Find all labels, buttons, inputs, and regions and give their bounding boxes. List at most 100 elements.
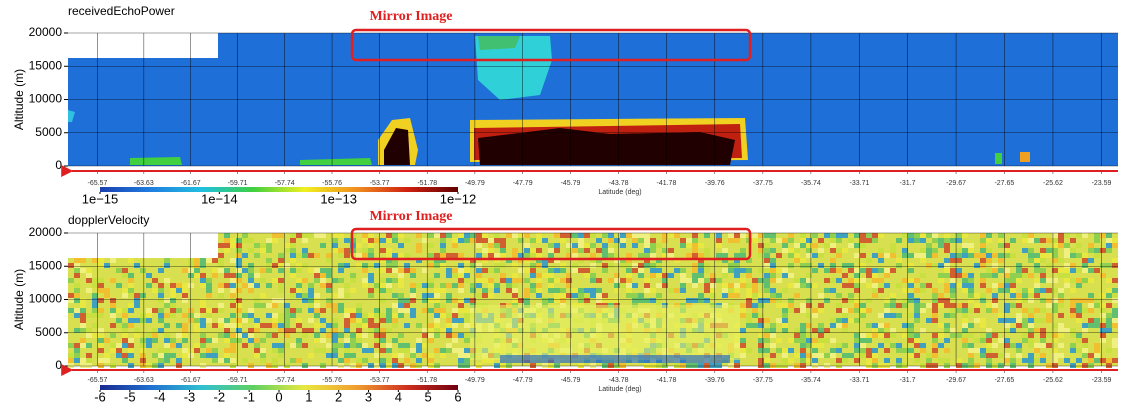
velocity-cell	[194, 343, 200, 348]
velocity-cell	[1028, 308, 1034, 313]
velocity-cell	[866, 233, 872, 238]
velocity-cell	[530, 363, 536, 368]
velocity-cell	[974, 303, 980, 308]
velocity-cell	[278, 263, 284, 268]
velocity-cell	[260, 243, 266, 248]
velocity-cell	[122, 323, 128, 328]
velocity-cell	[818, 353, 824, 358]
velocity-cell	[680, 243, 686, 248]
velocity-cell	[170, 313, 176, 318]
velocity-cell	[620, 243, 626, 248]
velocity-cell	[392, 358, 398, 363]
velocity-cell	[830, 238, 836, 243]
velocity-cell	[488, 253, 494, 258]
velocity-cell	[764, 258, 770, 263]
velocity-cell	[1028, 258, 1034, 263]
annotation: Mirror Image	[369, 209, 452, 224]
velocity-cell	[908, 298, 914, 303]
velocity-cell	[842, 328, 848, 333]
velocity-cell	[452, 238, 458, 243]
velocity-cell	[812, 348, 818, 353]
velocity-cell	[224, 358, 230, 363]
velocity-cell	[74, 288, 80, 293]
velocity-cell	[500, 243, 506, 248]
velocity-cell	[590, 278, 596, 283]
velocity-cell	[866, 273, 872, 278]
velocity-cell	[230, 273, 236, 278]
x-tick-label: -23.59	[1092, 377, 1112, 384]
velocity-cell	[896, 363, 902, 368]
velocity-cell	[230, 323, 236, 328]
velocity-cell	[866, 338, 872, 343]
velocity-cell	[668, 273, 674, 278]
velocity-cell	[560, 238, 566, 243]
velocity-cell	[632, 268, 638, 273]
velocity-cell	[194, 323, 200, 328]
velocity-cell	[932, 238, 938, 243]
velocity-cell	[368, 363, 374, 368]
x-tick-label: -29.67	[946, 180, 966, 187]
x-tick-label: -61.67	[181, 377, 201, 384]
velocity-cell	[1040, 328, 1046, 333]
velocity-cell	[746, 298, 752, 303]
velocity-cell	[356, 358, 362, 363]
velocity-cell	[362, 263, 368, 268]
velocity-cell	[644, 253, 650, 258]
velocity-cell	[170, 353, 176, 358]
velocity-cell	[584, 268, 590, 273]
velocity-cell	[1022, 288, 1028, 293]
velocity-cell	[1070, 268, 1076, 273]
velocity-cell	[944, 233, 950, 238]
velocity-cell	[158, 298, 164, 303]
velocity-cell	[200, 263, 206, 268]
velocity-cell	[296, 268, 302, 273]
velocity-cell	[656, 363, 662, 368]
velocity-cell	[860, 348, 866, 353]
velocity-cell	[614, 288, 620, 293]
velocity-cell	[74, 348, 80, 353]
velocity-cell	[434, 293, 440, 298]
velocity-cell	[752, 303, 758, 308]
velocity-cell	[212, 268, 218, 273]
x-tick-label: -55.76	[322, 377, 342, 384]
velocity-cell	[206, 308, 212, 313]
velocity-cell	[212, 323, 218, 328]
velocity-cell	[428, 283, 434, 288]
velocity-cell	[224, 248, 230, 253]
velocity-cell	[200, 308, 206, 313]
velocity-cell	[398, 298, 404, 303]
velocity-cell	[494, 283, 500, 288]
velocity-cell	[980, 248, 986, 253]
velocity-cell	[932, 363, 938, 368]
velocity-cell	[512, 283, 518, 288]
velocity-cell	[458, 333, 464, 338]
velocity-cell	[1004, 243, 1010, 248]
velocity-cell	[944, 298, 950, 303]
velocity-cell	[992, 363, 998, 368]
velocity-cell	[980, 318, 986, 323]
velocity-cell	[176, 283, 182, 288]
velocity-cell	[476, 363, 482, 368]
velocity-cell	[236, 248, 242, 253]
velocity-cell	[260, 323, 266, 328]
velocity-cell	[770, 233, 776, 238]
velocity-cell	[878, 233, 884, 238]
velocity-cell	[98, 283, 104, 288]
velocity-cell	[770, 268, 776, 273]
velocity-cell	[428, 263, 434, 268]
velocity-cell	[1028, 273, 1034, 278]
velocity-cell	[332, 233, 338, 238]
velocity-cell	[164, 298, 170, 303]
velocity-cell	[668, 233, 674, 238]
velocity-cell	[524, 268, 530, 273]
velocity-cell	[296, 253, 302, 258]
velocity-cell	[308, 268, 314, 273]
velocity-cell	[368, 253, 374, 258]
velocity-cell	[842, 318, 848, 323]
velocity-cell	[956, 303, 962, 308]
velocity-cell	[902, 348, 908, 353]
x-tick-label: -51.78	[417, 377, 437, 384]
velocity-cell	[302, 248, 308, 253]
velocity-cell	[314, 323, 320, 328]
velocity-cell	[188, 283, 194, 288]
